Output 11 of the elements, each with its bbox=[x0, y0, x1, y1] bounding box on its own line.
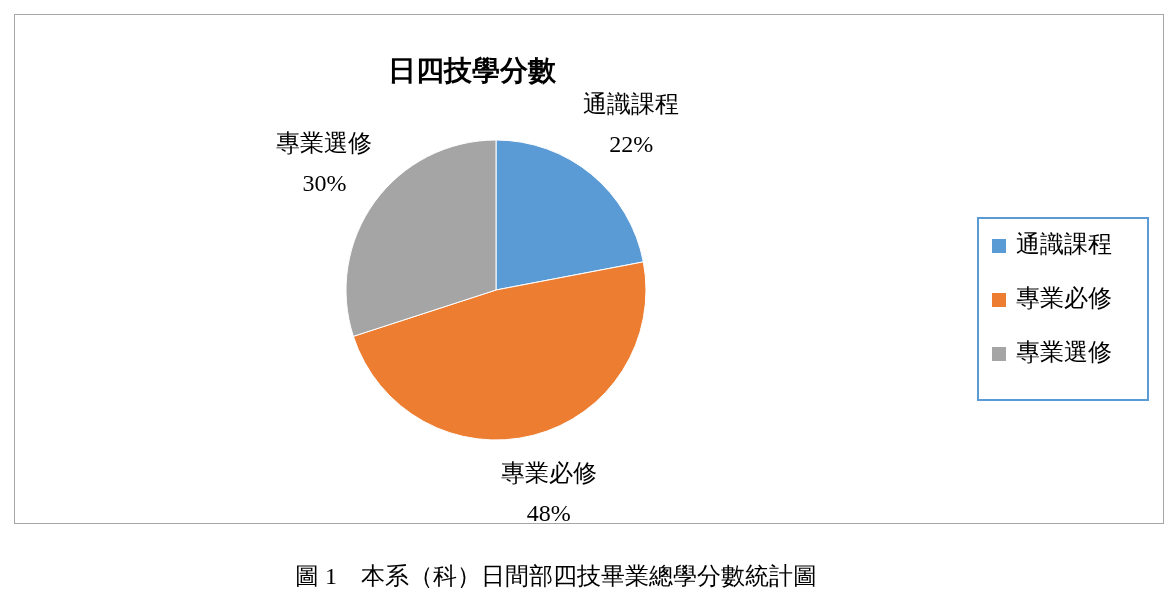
data-label: 48% bbox=[526, 499, 571, 526]
data-label: 30% bbox=[302, 169, 347, 196]
slice-label: 通識課程 bbox=[583, 91, 680, 118]
slice-label: 專業必修 bbox=[500, 459, 597, 486]
legend-label: 專業選修 bbox=[1016, 338, 1112, 365]
legend-label: 專業必修 bbox=[1016, 284, 1112, 311]
slice-label: 專業選修 bbox=[276, 129, 373, 156]
chart-title: 日四技學分數 bbox=[388, 55, 557, 87]
data-label: 22% bbox=[609, 131, 654, 158]
legend-label: 通識課程 bbox=[1016, 230, 1112, 257]
caption: 圖 1 本系（科）日間部四技畢業總學分數統計圖 bbox=[295, 562, 817, 589]
